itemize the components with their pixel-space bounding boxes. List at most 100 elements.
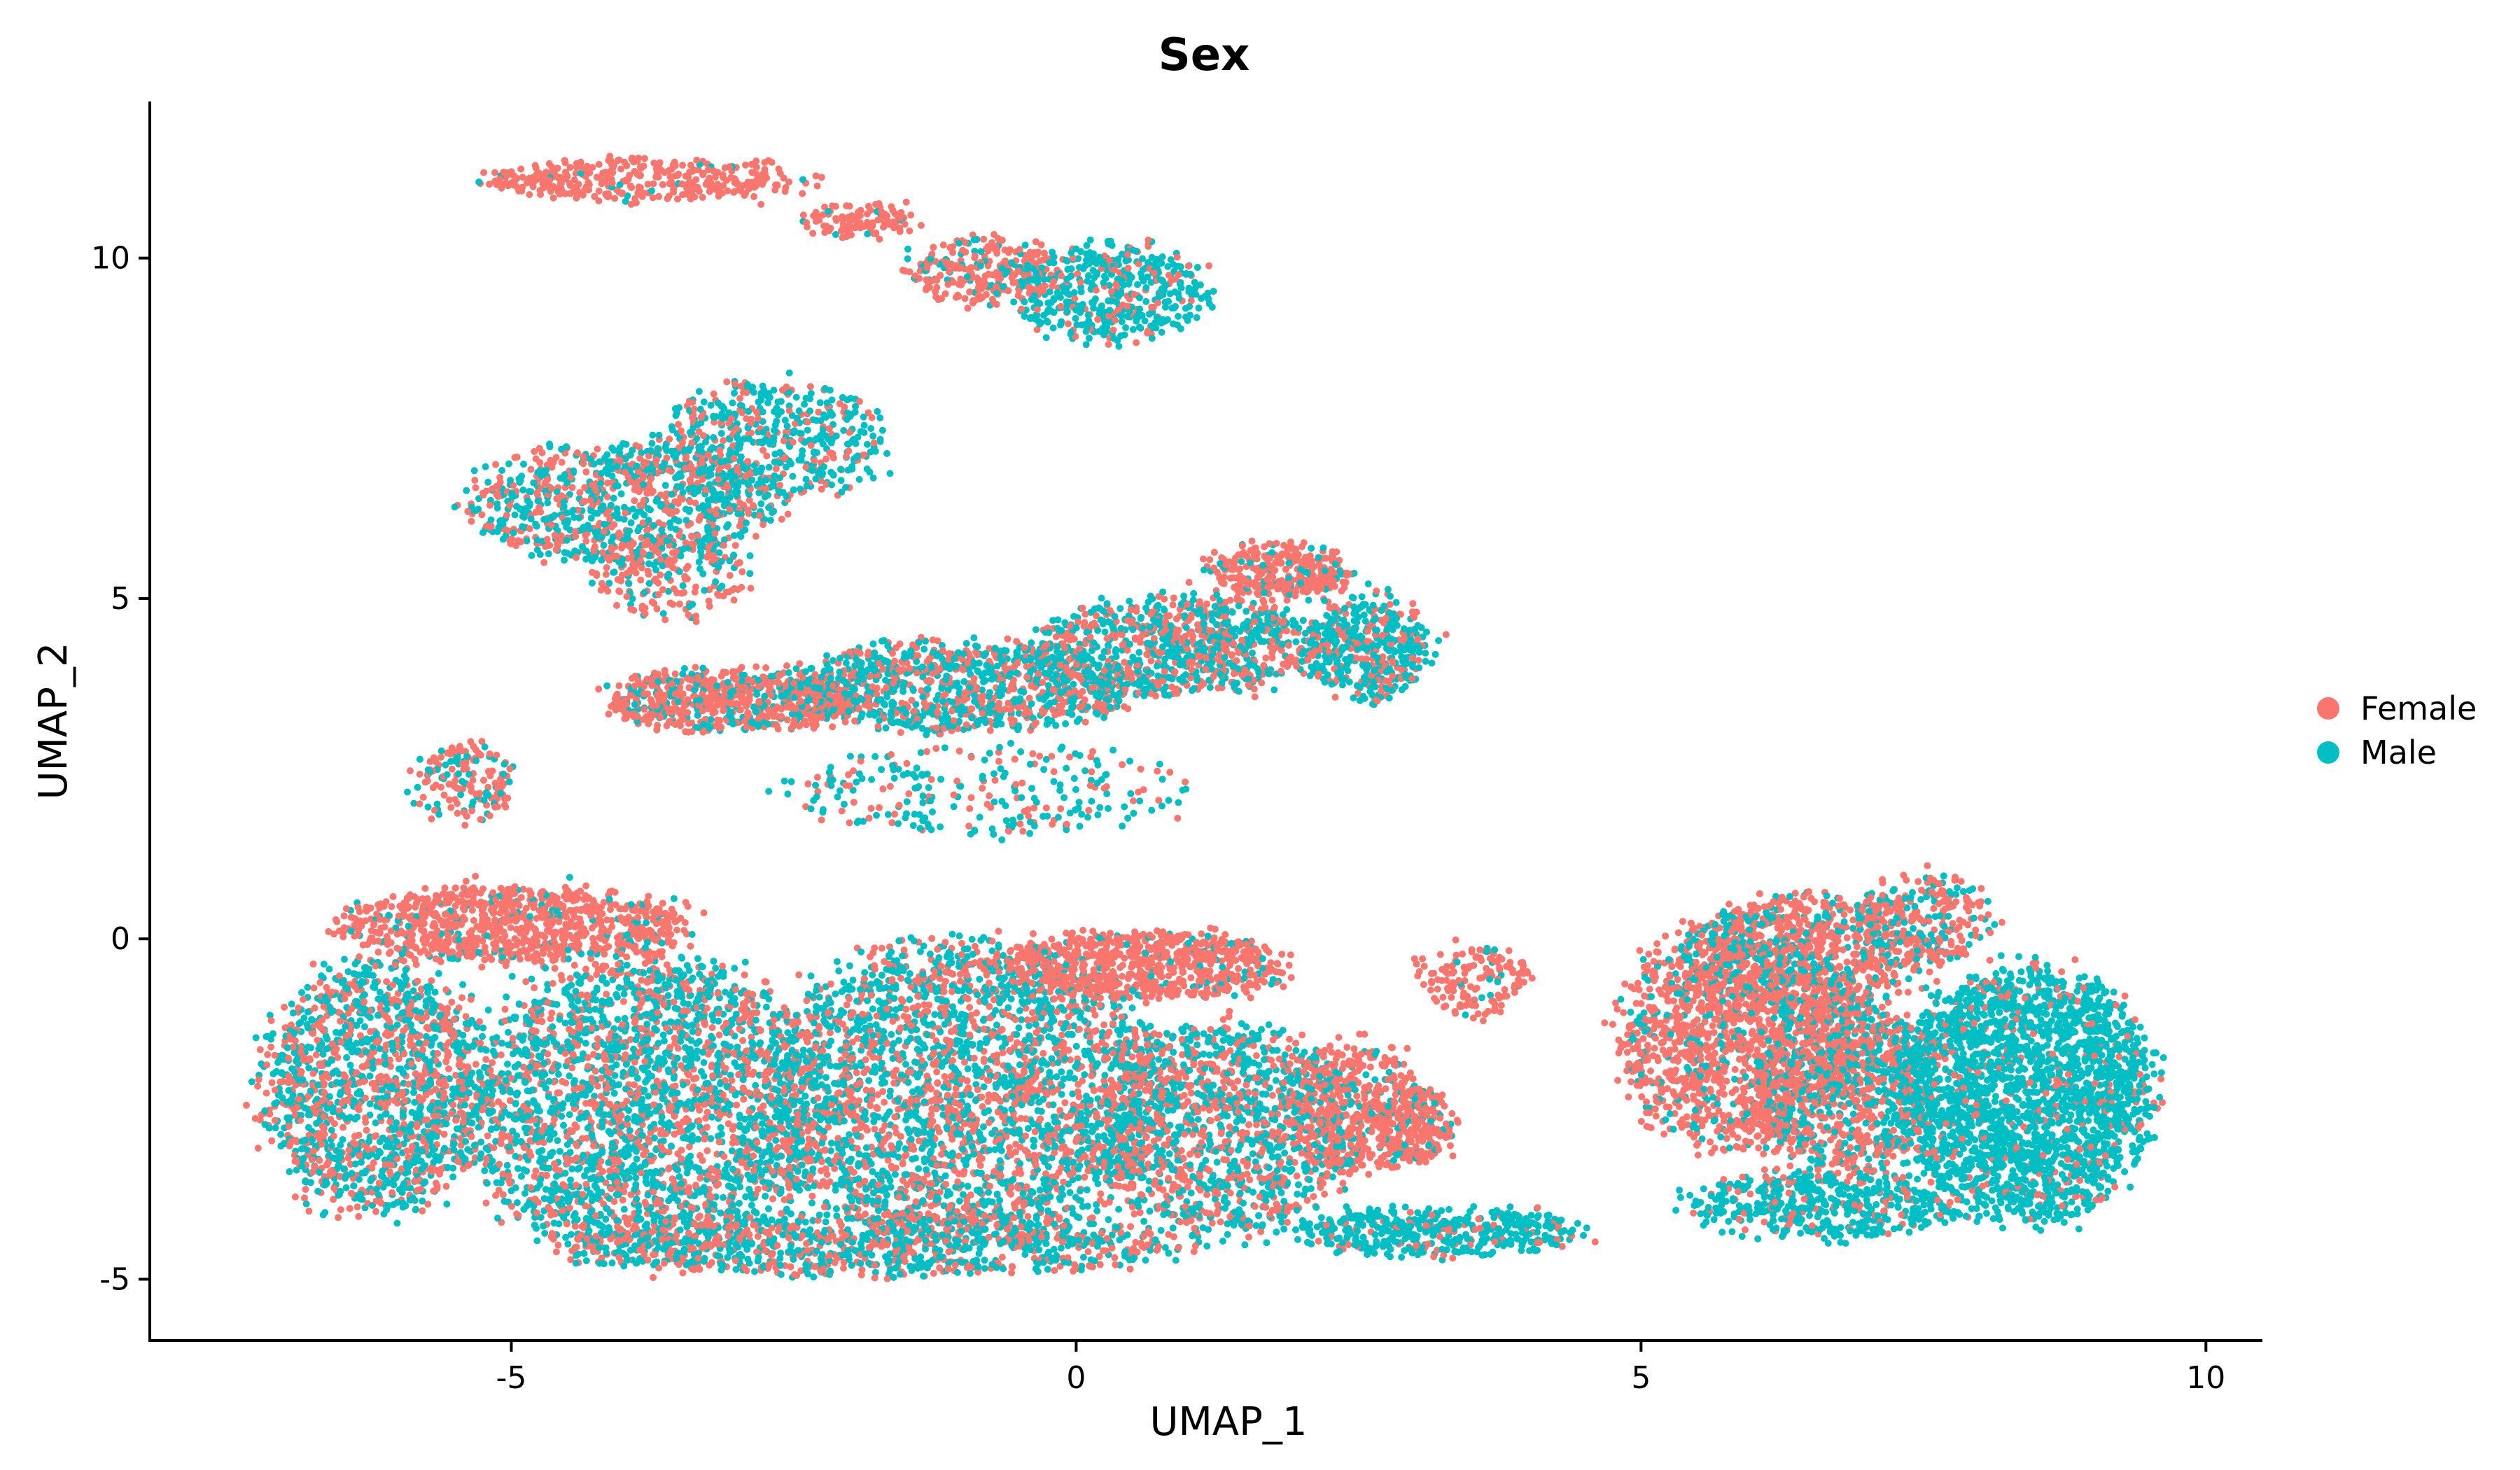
point-female (1112, 281, 1120, 288)
point-male (761, 493, 769, 500)
point-male (988, 701, 996, 708)
point-male (870, 667, 878, 675)
point-male (1055, 681, 1063, 689)
point-female (688, 439, 696, 447)
point-female (780, 437, 788, 444)
point-male (796, 713, 804, 720)
point-male (854, 678, 862, 685)
point-male (1190, 589, 1198, 597)
point-male (995, 688, 1002, 696)
point-female (688, 532, 695, 540)
point-male (1142, 298, 1150, 305)
point-male (1005, 673, 1013, 680)
point-female (836, 400, 844, 407)
point-male (804, 697, 811, 705)
point-male (518, 506, 526, 514)
point-female (754, 414, 762, 422)
point-female (899, 666, 907, 673)
point-male (820, 463, 827, 470)
point-male (876, 414, 884, 421)
point-male (689, 601, 696, 608)
point-male (1030, 666, 1037, 673)
point-male (592, 528, 599, 536)
point-female (708, 183, 715, 191)
point-male (1075, 264, 1083, 271)
point-male (551, 512, 559, 519)
point-female (544, 475, 552, 483)
point-female (773, 722, 780, 729)
point-male (1138, 312, 1146, 319)
point-male (776, 449, 784, 456)
point-female (738, 684, 746, 692)
point-male (1050, 259, 1058, 267)
point-female (1106, 257, 1113, 265)
point-female (1077, 279, 1084, 286)
point-female (657, 713, 664, 721)
point-male (695, 388, 703, 396)
point-male (905, 718, 912, 725)
point-male (842, 484, 850, 491)
point-female (654, 173, 662, 181)
point-female (832, 215, 840, 223)
point-male (876, 717, 883, 724)
point-male (858, 659, 865, 667)
point-male (645, 580, 653, 587)
point-female (669, 601, 677, 608)
point-female (908, 696, 916, 704)
point-male (725, 712, 733, 719)
point-female (762, 664, 770, 671)
point-female (699, 728, 707, 736)
point-female (939, 647, 946, 654)
point-female (540, 559, 548, 566)
point-male (1104, 696, 1112, 704)
point-female (856, 650, 864, 657)
point-male (797, 485, 804, 493)
point-female (608, 544, 615, 552)
point-male (1139, 255, 1146, 262)
point-male (848, 438, 856, 445)
point-male (1210, 288, 1217, 295)
point-female (995, 699, 1003, 707)
point-male (1161, 286, 1168, 294)
point-female (702, 181, 710, 188)
point-female (933, 724, 941, 732)
point-male (822, 414, 830, 421)
point-male (1021, 241, 1029, 249)
point-male (1070, 289, 1078, 296)
point-male (773, 417, 780, 425)
point-male (1121, 331, 1128, 339)
point-male (1118, 276, 1126, 284)
point-male (953, 662, 960, 670)
point-female (954, 291, 962, 299)
point-female (864, 651, 872, 659)
point-male (1136, 294, 1143, 302)
point-female (967, 264, 975, 272)
point-male (693, 485, 701, 493)
point-male (726, 493, 734, 501)
point-male (1056, 688, 1064, 696)
point-female (709, 556, 717, 564)
point-female (659, 181, 666, 188)
point-female (600, 528, 608, 536)
point-female (628, 675, 636, 682)
point-female (1021, 644, 1028, 652)
point-female (730, 596, 738, 604)
point-female (923, 264, 931, 272)
point-female (1074, 270, 1082, 278)
point-male (695, 447, 703, 455)
point-male (1021, 298, 1028, 306)
point-female (643, 526, 651, 534)
point-male (1081, 262, 1088, 270)
point-male (977, 248, 985, 255)
point-female (720, 437, 727, 444)
point-female (671, 556, 678, 564)
point-female (907, 211, 915, 219)
point-female (613, 601, 620, 609)
point-female (620, 706, 627, 714)
point-female (671, 670, 679, 678)
point-female (785, 178, 793, 186)
point-female (1004, 248, 1012, 256)
point-male (1166, 290, 1174, 298)
point-male (472, 507, 479, 514)
point-male (710, 434, 718, 441)
